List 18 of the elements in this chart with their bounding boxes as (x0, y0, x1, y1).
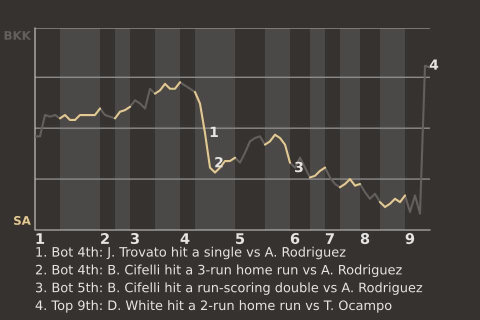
x-tick-label: 7 (326, 233, 334, 244)
text: 3. Bot 5th: B. Cifelli hit a run-scoring double vs A. Rodriguez (36, 282, 422, 295)
annotation: 1 (210, 126, 218, 137)
annotation: 4 (430, 59, 438, 70)
x-tick-label: 3 (130, 233, 139, 244)
x-tick-label: 8 (360, 233, 370, 244)
x-tick-label: 5 (236, 233, 244, 244)
x-tick-label: 9 (406, 233, 414, 244)
x-tick-label: 4 (180, 233, 190, 244)
x-tick-label: 2 (101, 233, 109, 244)
text: SA (14, 216, 31, 225)
annotation: 3 (295, 162, 303, 172)
text: 2. Bot 4th: B. Cifelli hit a 3-run home run vs A. Rodriguez (36, 264, 402, 278)
x-tick-label: 1 (36, 233, 44, 244)
x-tick-label: 6 (290, 233, 300, 244)
annotation: 2 (215, 156, 223, 168)
text: 1. Bot 4th: J. Trovato hit a single vs A. Rodriguez (36, 246, 346, 260)
text: 4. Top 9th: D. White hit a 2-run home run vs T. Ocampo (36, 300, 392, 313)
